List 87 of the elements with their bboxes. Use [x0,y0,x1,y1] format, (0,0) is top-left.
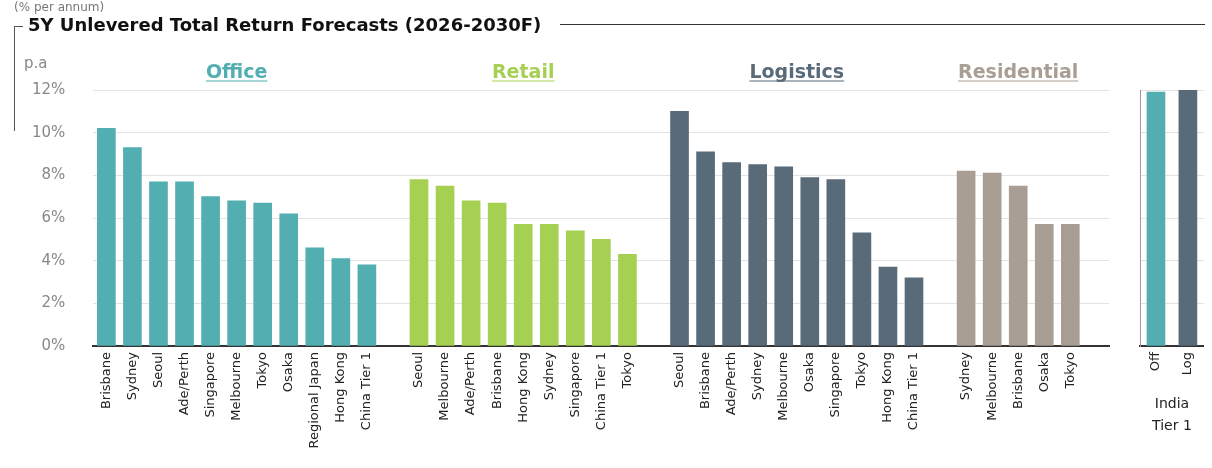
x-tick-label: Tokyo [618,351,634,390]
bar [487,202,507,346]
bar [539,224,559,346]
y-tick-label: 12% [32,79,66,98]
x-tick-label: Sydney [540,351,556,401]
text: Office [205,60,268,82]
bar [409,179,429,346]
x-tick-label: China Tier 1 [592,352,608,431]
bar [800,177,820,346]
bar [201,196,220,346]
x-tick-label: Singapore [201,352,217,418]
bar [748,164,768,346]
x-tick-label: Singapore [566,352,582,418]
text: Retail [491,60,555,82]
bar [878,266,898,346]
x-tick-label: Ade/Perth [175,352,191,416]
bar [513,224,533,346]
x-tick-label: Tokyo [853,351,869,390]
text: Logistics [749,60,845,82]
bar [826,179,846,346]
y-tick-label: 10% [32,122,66,141]
bar [97,128,116,346]
x-tick-label: Brisbane [1009,352,1025,410]
x-tick-label: Regional Japan [306,352,322,449]
y-tick-label: 2% [41,293,66,312]
bar [774,166,794,346]
bar [592,239,611,346]
bar [618,253,637,346]
x-tick-label: Melbourne [436,352,452,421]
x-tick-label: Hong Kong [514,352,530,423]
x-tick-label: Seoul [149,352,165,389]
y-axis-title: p.a [24,54,48,72]
x-tick-label: Brisbane [488,352,504,410]
bar [435,185,455,346]
x-tick-label: China Tier 1 [905,352,921,431]
x-tick-label: Log [1179,352,1195,376]
x-tick-label: Off [1147,350,1163,372]
x-tick-label: Hong Kong [879,352,895,423]
chart-title: 5Y Unlevered Total Return Forecasts (2026-2030F) [28,14,542,36]
x-tick-label: Melbourne [983,352,999,421]
x-tick-label: Brisbane [696,352,712,410]
x-tick-label: Tokyo [254,351,270,390]
x-tick-label: Melbourne [228,352,244,421]
bar [1060,224,1080,346]
bar [904,277,924,346]
bar [696,151,715,346]
bar [253,202,273,346]
x-tick-label: Sydney [749,351,765,401]
bar [149,181,168,346]
x-tick-label: Hong Kong [332,352,348,423]
y-tick-label: 8% [41,165,66,184]
bar [1008,185,1028,346]
bar [175,181,194,346]
x-tick-label: Ade/Perth [723,352,739,416]
x-tick-label: China Tier 1 [358,352,374,431]
x-tick-label: Ade/Perth [462,352,478,416]
x-tick-label: Melbourne [775,352,791,421]
bar [982,172,1002,346]
x-tick-label: Tokyo [1061,351,1077,390]
bar [305,247,325,346]
x-tick-label: Osaka [1035,352,1051,393]
bar [331,258,351,346]
bar [227,200,246,346]
y-tick-label: 6% [41,207,66,226]
y-tick-label: 0% [41,335,66,354]
y-tick-label: 4% [41,250,66,269]
x-tick-label: Sydney [957,351,973,401]
bar [852,232,872,346]
x-tick-label: Singapore [827,352,843,418]
x-tick-label: Sydney [123,351,139,401]
bar [1034,224,1054,346]
bar [956,170,976,346]
x-tick-label: Osaka [801,352,817,393]
bar [670,111,689,346]
bar [123,147,142,346]
x-tick-label: Osaka [280,352,296,393]
x-tick-label: Seoul [410,352,426,389]
x-tick-label: Seoul [670,352,686,389]
chart-subtitle: (% per annum) [14,0,105,14]
text: Residential [958,60,1079,82]
bar [565,230,585,346]
bar [722,162,741,346]
text: India Tier 1 [1151,395,1192,433]
x-tick-label: Brisbane [97,352,113,410]
bar [279,213,299,346]
bar [357,264,377,346]
bar [461,200,481,346]
